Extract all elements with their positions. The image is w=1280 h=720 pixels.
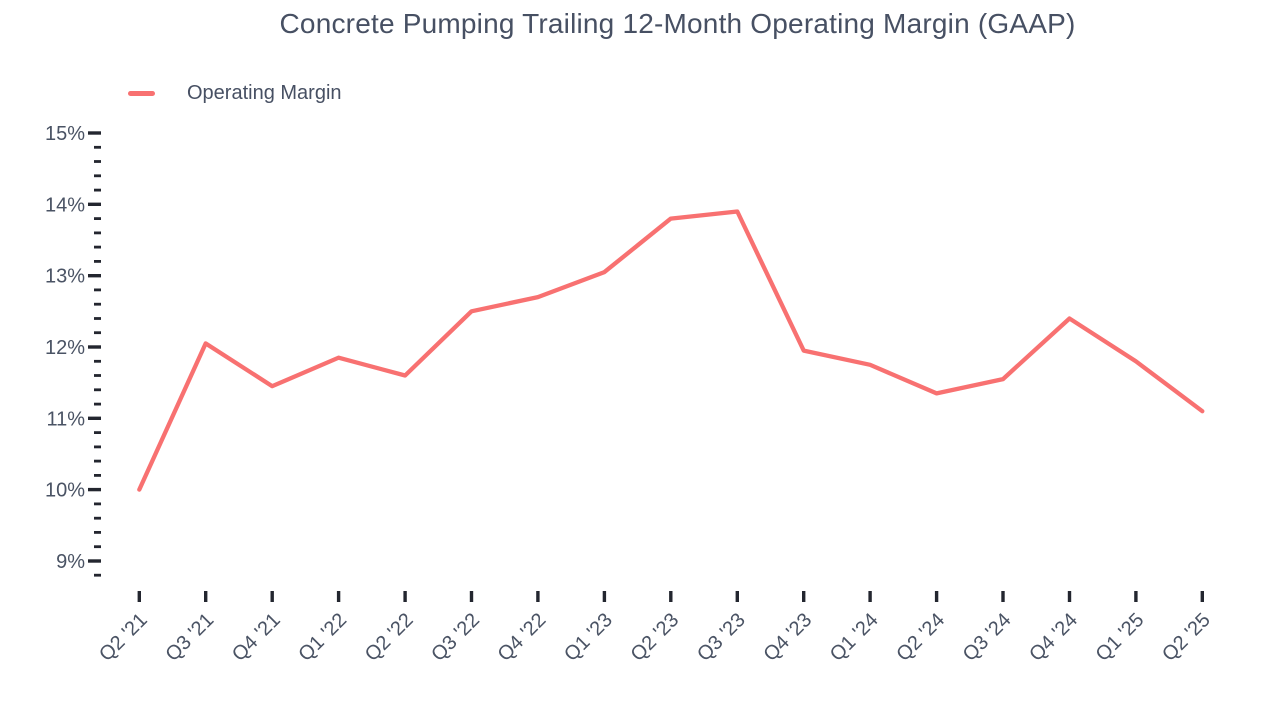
y-axis-label: 9% (56, 551, 85, 573)
x-axis-label: Q3 '24 (959, 609, 1016, 666)
y-axis-label: 15% (45, 123, 85, 145)
x-axis-label: Q2 '25 (1158, 609, 1215, 666)
x-axis-label: Q4 '21 (228, 609, 285, 666)
legend-label: Operating Margin (187, 81, 342, 104)
series-line-operating-margin[interactable] (137, 209, 1205, 492)
x-axis-label: Q4 '22 (494, 609, 551, 666)
x-axis-label: Q1 '22 (294, 609, 351, 666)
x-axis-label: Q1 '23 (560, 609, 617, 666)
x-axis-label: Q1 '25 (1092, 609, 1149, 666)
legend-item-operating-margin[interactable]: Operating Margin (128, 82, 342, 104)
x-axis-label: Q3 '23 (693, 609, 750, 666)
x-axis-label: Q2 '21 (95, 609, 152, 666)
x-axis-label: Q2 '23 (627, 609, 684, 666)
x-axis-label: Q2 '24 (892, 609, 949, 666)
x-axis-label: Q3 '21 (161, 609, 218, 666)
x-axis-label: Q3 '22 (427, 609, 484, 666)
line-swatch-icon (128, 90, 155, 96)
chart-title: Concrete Pumping Trailing 12-Month Opera… (279, 8, 1076, 39)
y-axis-label: 13% (45, 266, 85, 288)
y-axis-label: 12% (45, 337, 85, 359)
y-axis-label: 10% (45, 480, 85, 502)
x-axis-label: Q1 '24 (826, 609, 883, 666)
x-axis-label: Q2 '22 (361, 609, 418, 666)
y-axis-label: 14% (45, 194, 85, 216)
x-axis-label: Q4 '23 (759, 609, 816, 666)
y-axis-label: 11% (46, 408, 85, 430)
x-axis-label: Q4 '24 (1025, 609, 1082, 666)
